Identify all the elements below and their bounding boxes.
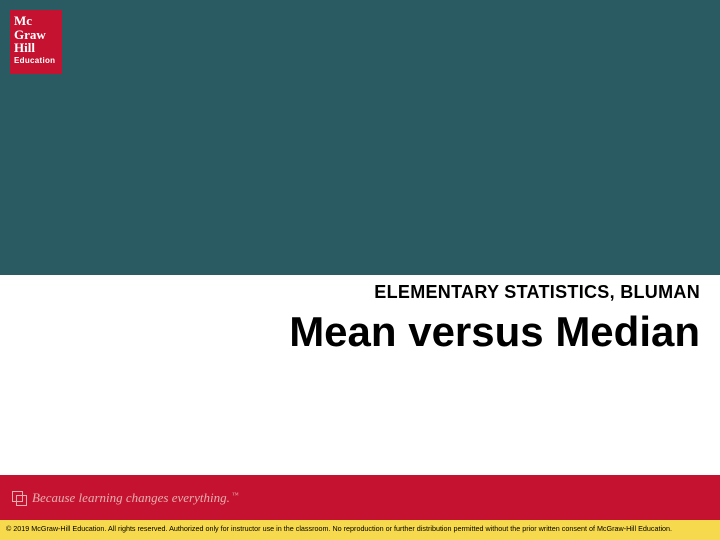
tagline-squares-icon bbox=[12, 491, 26, 505]
trademark-symbol: ™ bbox=[232, 491, 239, 499]
background-middle bbox=[0, 275, 720, 475]
mcgraw-hill-logo: Mc Graw Hill Education bbox=[10, 10, 62, 74]
logo-line3: Hill bbox=[14, 41, 58, 55]
title-slide: Mc Graw Hill Education ELEMENTARY STATIS… bbox=[0, 0, 720, 540]
tagline-text: Because learning changes everything. bbox=[32, 490, 230, 505]
background-top bbox=[0, 0, 720, 275]
slide-subtitle: ELEMENTARY STATISTICS, BLUMAN bbox=[0, 282, 700, 303]
logo-line1: Mc bbox=[14, 14, 58, 28]
logo-subtext: Education bbox=[14, 57, 58, 65]
slide-title: Mean versus Median bbox=[0, 308, 700, 356]
copyright-text: © 2019 McGraw-Hill Education. All rights… bbox=[6, 524, 714, 533]
tagline: Because learning changes everything.™ bbox=[12, 490, 239, 506]
logo-line2: Graw bbox=[14, 28, 58, 42]
